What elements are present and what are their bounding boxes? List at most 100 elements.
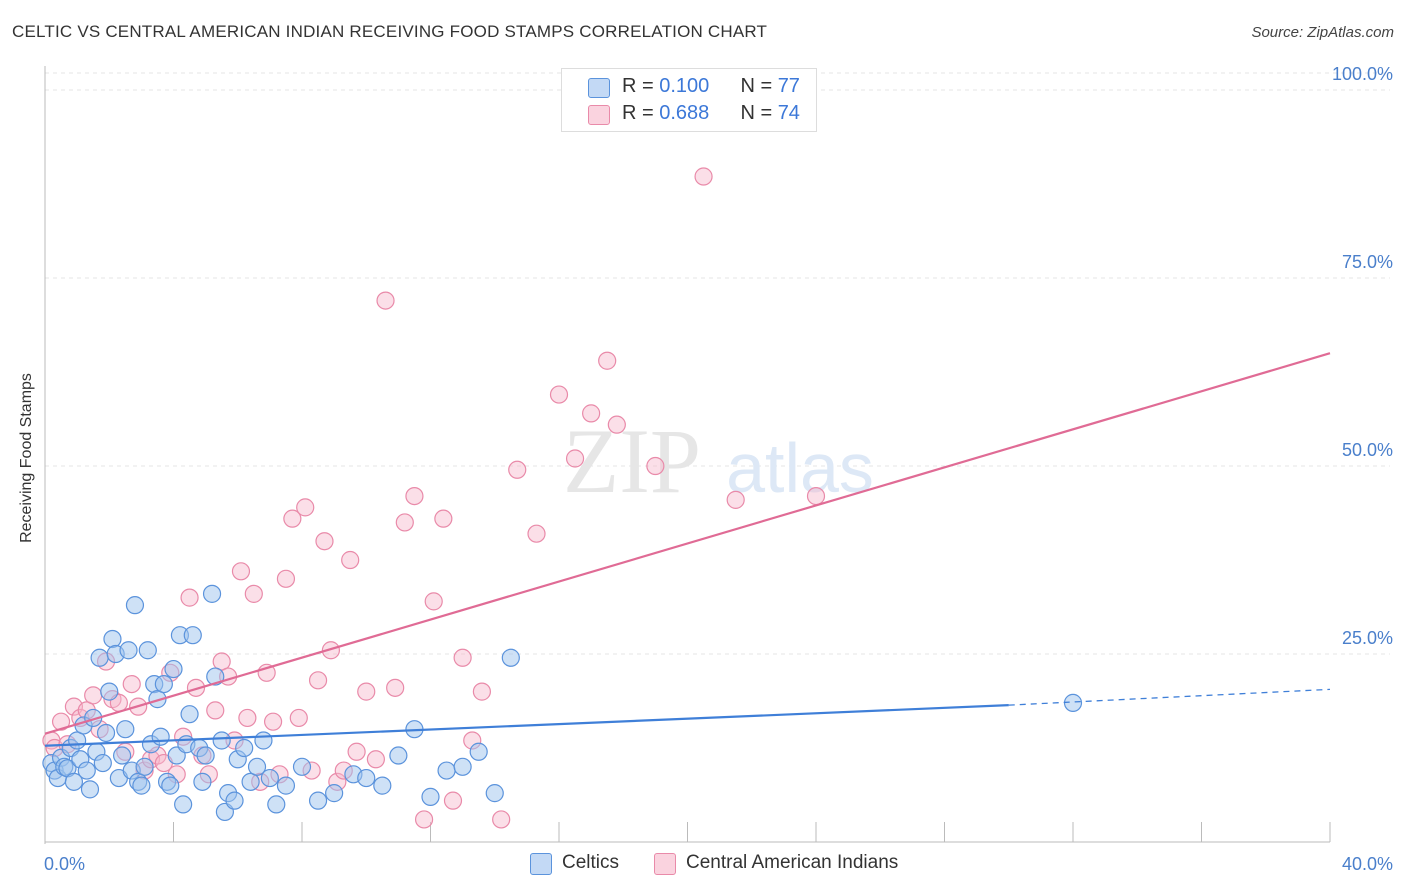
data-point-celtics xyxy=(90,648,109,667)
data-point-celtics xyxy=(161,776,180,795)
data-point-central-american-indians xyxy=(283,509,302,528)
data-point-central-american-indians xyxy=(424,592,443,611)
data-point-celtics xyxy=(132,776,151,795)
data-point-celtics xyxy=(202,584,222,603)
data-point-central-american-indians xyxy=(51,712,71,731)
data-point-central-american-indians xyxy=(527,524,546,543)
data-point-central-american-indians xyxy=(443,791,463,810)
data-point-central-american-indians xyxy=(582,404,601,423)
data-point-celtics xyxy=(254,731,273,750)
watermark-zip: ZIP xyxy=(563,410,701,512)
data-point-central-american-indians xyxy=(386,678,405,697)
data-point-central-american-indians xyxy=(434,509,453,528)
legend-r-label: R = xyxy=(622,102,660,124)
data-point-central-american-indians xyxy=(321,641,341,660)
data-point-celtics xyxy=(453,757,472,776)
data-point-celtics xyxy=(276,776,296,795)
data-point-celtics xyxy=(77,761,96,780)
data-point-central-american-indians xyxy=(289,708,308,728)
data-point-central-american-indians xyxy=(276,569,296,588)
data-point-central-american-indians xyxy=(646,456,665,476)
data-point-celtics xyxy=(325,784,344,803)
data-point-celtics xyxy=(485,784,504,803)
data-point-celtics xyxy=(193,772,212,791)
legend-label-cai: Central American Indians xyxy=(686,852,899,873)
watermark-atlas: atlas xyxy=(726,429,874,507)
data-point-celtics xyxy=(357,768,376,788)
data-point-celtics xyxy=(138,641,157,660)
data-point-celtics xyxy=(180,705,199,724)
data-point-celtics xyxy=(174,795,193,814)
legend-swatch-blue xyxy=(530,853,552,875)
data-point-central-american-indians xyxy=(180,588,199,607)
data-point-central-american-indians xyxy=(244,584,263,603)
data-point-celtics xyxy=(235,738,254,758)
x-tick-label: 0.0% xyxy=(44,854,85,874)
legend-n-label: N = xyxy=(740,102,778,124)
series-celtics-points xyxy=(42,584,1083,822)
legend-swatch-pink xyxy=(654,853,676,875)
legend-label-celtics: Celtics xyxy=(562,852,620,873)
data-point-central-american-indians xyxy=(405,486,424,506)
data-point-central-american-indians xyxy=(231,562,251,581)
data-point-central-american-indians xyxy=(806,486,826,506)
data-point-central-american-indians xyxy=(206,701,225,720)
data-point-celtics xyxy=(308,791,328,810)
trend-line-central-american-indians xyxy=(44,352,1331,735)
data-point-central-american-indians xyxy=(726,490,745,509)
legend-swatch-blue xyxy=(588,78,610,98)
data-point-celtics xyxy=(116,720,135,739)
data-point-celtics xyxy=(119,641,138,660)
data-point-celtics xyxy=(241,772,260,791)
data-point-central-american-indians xyxy=(308,671,328,690)
data-point-celtics xyxy=(164,659,183,679)
data-point-central-american-indians xyxy=(122,674,141,694)
data-point-celtics xyxy=(225,791,244,810)
data-point-central-american-indians xyxy=(598,351,617,370)
data-point-central-american-indians xyxy=(508,460,527,479)
data-point-celtics xyxy=(389,746,408,765)
data-point-celtics xyxy=(151,727,170,746)
data-point-celtics xyxy=(96,723,116,743)
data-point-central-american-indians xyxy=(212,652,231,671)
data-point-celtics xyxy=(80,780,100,799)
stats-legend: R = 0.100 N = 77 R = 0.688 N = 74 xyxy=(561,68,817,132)
data-point-central-american-indians xyxy=(453,648,472,667)
data-point-celtics xyxy=(125,596,145,615)
trend-line-celtics xyxy=(44,704,1009,747)
data-point-central-american-indians xyxy=(472,682,491,701)
data-point-central-american-indians xyxy=(315,532,334,551)
data-point-central-american-indians xyxy=(263,712,283,731)
legend-r-value: 0.688 xyxy=(659,102,710,124)
legend-swatch-pink xyxy=(588,105,610,125)
trend-lines xyxy=(44,352,1331,747)
data-point-central-american-indians xyxy=(357,682,376,701)
data-point-celtics xyxy=(437,761,456,780)
data-point-central-american-indians xyxy=(565,449,585,468)
x-tick-labels: 0.0% 40.0% xyxy=(44,854,1393,874)
data-point-celtics xyxy=(247,757,267,776)
data-point-celtics xyxy=(183,626,202,645)
data-point-celtics xyxy=(112,746,132,765)
data-point-celtics xyxy=(93,753,112,773)
data-point-celtics xyxy=(206,667,225,686)
series-central-american-indians-points xyxy=(42,167,826,829)
y-tick-label: 75.0% xyxy=(1342,252,1393,272)
legend-n-value: 74 xyxy=(777,102,800,124)
data-point-central-american-indians xyxy=(492,810,511,829)
legend-n-value: 77 xyxy=(777,75,800,97)
data-point-celtics xyxy=(154,674,173,694)
data-point-celtics xyxy=(64,772,84,791)
data-point-celtics xyxy=(100,682,119,701)
y-tick-label: 50.0% xyxy=(1342,440,1393,460)
data-point-celtics xyxy=(212,731,231,750)
data-point-celtics xyxy=(421,787,440,806)
data-point-central-american-indians xyxy=(296,498,315,517)
data-point-central-american-indians xyxy=(186,678,206,697)
legend-n-label: N = xyxy=(740,75,778,97)
data-point-central-american-indians xyxy=(376,291,395,310)
legend-r-value: 0.100 xyxy=(659,75,710,97)
data-point-central-american-indians xyxy=(414,810,434,829)
y-tick-label: 25.0% xyxy=(1342,628,1393,648)
